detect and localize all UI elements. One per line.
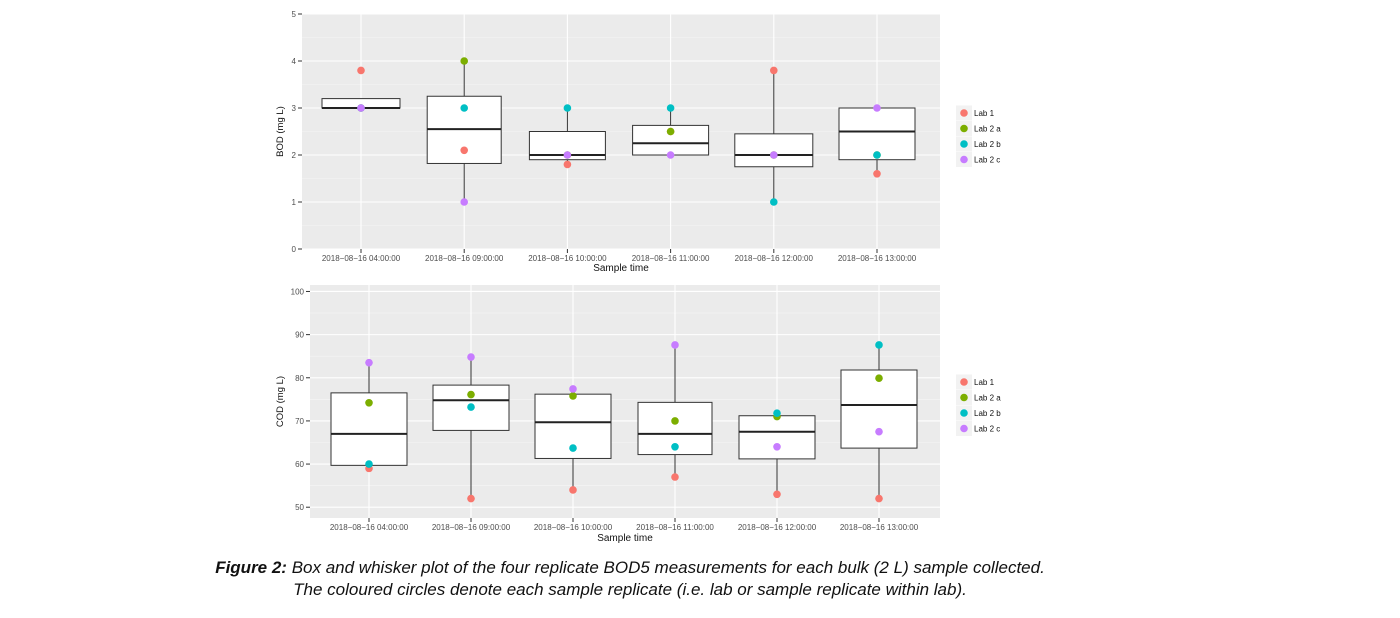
point-1 [875,494,883,503]
x-tick-label: 2018−08−16 11:00:00 [632,254,710,263]
x-tick-label: 2018−08−16 10:00:00 [534,523,613,532]
legend-label: Lab 1 [974,109,995,118]
y-tick-label: 100 [291,287,305,296]
plot-background [310,285,940,518]
point-3 [365,460,373,468]
legend-key [960,124,968,133]
point-4 [666,151,675,159]
point-2 [365,398,373,407]
point-3 [666,104,675,112]
point-1 [357,66,365,75]
y-tick-label: 4 [292,57,297,66]
caption-lead: Figure 2: [215,558,287,577]
caption-text-2: The coloured circles denote each sample … [293,580,967,599]
point-3 [569,444,577,452]
legend-key [960,409,968,417]
legend-label: Lab 2 c [974,156,1000,165]
point-4 [569,385,577,393]
legend-key [960,140,968,148]
x-tick-label: 2018−08−16 09:00:00 [432,523,511,532]
y-tick-label: 3 [292,104,297,113]
cod-chart: 50 60 70 80 90 100 2018−08−16 04:00:00 2018−08−… [275,285,1001,544]
x-tick-label: 2018−08−16 10:00:00 [528,254,607,263]
box [838,107,916,161]
legend-label: Lab 2 c [974,425,1000,434]
x-tick-label: 2018−08−16 09:00:00 [425,254,504,263]
legend-label: Lab 2 a [974,125,1001,134]
point-3 [671,443,679,451]
point-2 [671,417,679,425]
box [734,133,814,168]
point-4 [773,443,781,451]
legend-key [960,393,968,402]
y-tick-label: 2 [292,151,297,160]
point-4 [365,358,373,367]
point-2 [666,127,675,136]
point-4 [873,104,881,112]
point-1 [563,160,572,169]
point-3 [460,104,469,112]
caption-text-1: Box and whisker plot of the four replica… [286,558,1045,577]
x-tick-label: 2018−08−16 12:00:00 [738,523,817,532]
point-4 [875,427,883,436]
point-2 [467,390,475,399]
bod-chart: 0 1 2 3 4 5 2018−08−16 04:00:00 2018−08−16 09:0… [275,10,1001,274]
point-1 [873,170,881,178]
legend-label: Lab 2 b [974,140,1001,149]
point-4 [563,151,572,159]
legend-key [960,155,968,164]
x-tick-label: 2018−08−16 13:00:00 [840,523,919,532]
legend-label: Lab 2 b [974,409,1001,418]
figure-caption: Figure 2: Box and whisker plot of the fo… [0,557,1260,601]
point-3 [467,403,475,411]
y-tick-label: 60 [295,460,304,469]
point-3 [873,151,881,159]
point-1 [460,146,469,155]
point-4 [770,151,778,159]
point-3 [563,104,572,112]
y-axis-title: BOD (mg L) [275,106,286,157]
point-3 [773,409,781,417]
point-2 [875,374,883,383]
point-4 [357,104,365,112]
point-3 [770,198,778,206]
legend-key [960,378,968,386]
y-tick-label: 80 [295,374,304,383]
point-2 [460,57,469,65]
legend-key [960,109,968,117]
point-1 [773,490,781,499]
x-tick-label: 2018−08−16 04:00:00 [330,523,409,532]
x-axis-title: Sample time [597,533,653,544]
point-4 [671,341,679,349]
point-2 [569,392,577,400]
x-tick-label: 2018−08−16 11:00:00 [636,523,714,532]
y-tick-label: 5 [292,10,297,19]
legend-label: Lab 2 a [974,394,1001,403]
y-tick-label: 70 [295,417,304,426]
point-1 [770,66,778,75]
point-4 [460,198,469,206]
point-4 [467,353,475,361]
x-tick-label: 2018−08−16 12:00:00 [735,254,814,263]
point-1 [569,486,577,494]
point-3 [875,341,883,349]
legend-key [960,424,968,433]
point-1 [467,494,475,503]
x-tick-label: 2018−08−16 13:00:00 [838,254,917,263]
y-tick-label: 0 [292,245,297,254]
x-axis-title: Sample time [593,263,649,274]
box [738,415,816,460]
y-tick-label: 1 [292,198,297,207]
y-axis-title: COD (mg L) [275,376,286,427]
point-1 [671,473,679,481]
x-tick-label: 2018−08−16 04:00:00 [322,254,401,263]
y-tick-label: 90 [295,331,304,340]
y-tick-label: 50 [295,503,304,512]
legend-label: Lab 1 [974,378,995,387]
